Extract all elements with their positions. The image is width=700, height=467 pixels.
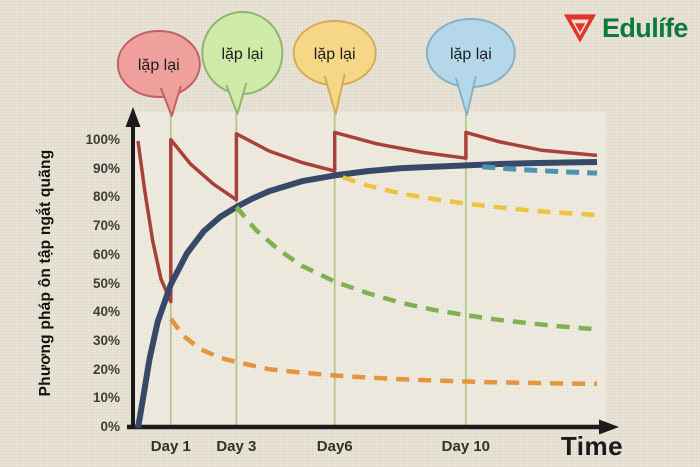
speech-bubble-tail-day1 <box>159 85 182 117</box>
y-tick-90: 90% <box>92 160 120 176</box>
review-retention-sawtooth-curve <box>136 130 598 304</box>
x-tick-day-3: Day 3 <box>216 438 257 455</box>
x-tick-day-1: Day 1 <box>150 438 191 455</box>
bubble-label-day10: lặp lại <box>450 46 492 63</box>
edulife-logo-icon <box>563 14 597 43</box>
edulife-logo: Edulífe <box>563 13 688 44</box>
y-tick-100: 100% <box>85 132 120 147</box>
bubble-label-day6: lặp lại <box>314 46 356 63</box>
speech-bubble-tail-day10 <box>454 75 477 116</box>
y-axis-title: Phương pháp ôn tập ngắt quãng <box>37 149 54 397</box>
y-tick-50: 50% <box>92 275 120 291</box>
forgetting-after-day6-curve <box>342 175 598 218</box>
y-tick-70: 70% <box>92 218 120 234</box>
bubble-label-day1: lặp lại <box>138 57 180 74</box>
x-axis-arrow <box>599 419 619 435</box>
x-tick-day-10: Day 10 <box>441 438 491 455</box>
edulife-logo-text: Edulífe <box>602 13 688 43</box>
forgetting-curve-no-review-curve <box>169 317 598 387</box>
y-tick-60: 60% <box>92 246 120 262</box>
y-tick-20: 20% <box>92 361 120 377</box>
y-tick-40: 40% <box>92 304 120 320</box>
speech-bubble-tail-day3 <box>225 82 248 115</box>
y-tick-0: 0% <box>100 419 120 434</box>
x-tick-day-6: Day6 <box>316 438 353 455</box>
spaced-repetition-memory-curve <box>135 159 598 429</box>
forgetting-after-day3-curve <box>234 205 598 332</box>
speech-bubble-day1 <box>116 30 201 98</box>
y-tick-80: 80% <box>92 189 120 205</box>
forgetting-after-day10-curve <box>482 164 598 176</box>
bubble-label-day3: lặp lại <box>221 46 263 63</box>
speech-bubble-tail-day6 <box>323 73 346 115</box>
y-axis-arrow <box>125 107 141 127</box>
y-tick-30: 30% <box>92 332 120 348</box>
y-tick-10: 10% <box>92 390 120 406</box>
x-axis-title: Time <box>560 431 624 461</box>
